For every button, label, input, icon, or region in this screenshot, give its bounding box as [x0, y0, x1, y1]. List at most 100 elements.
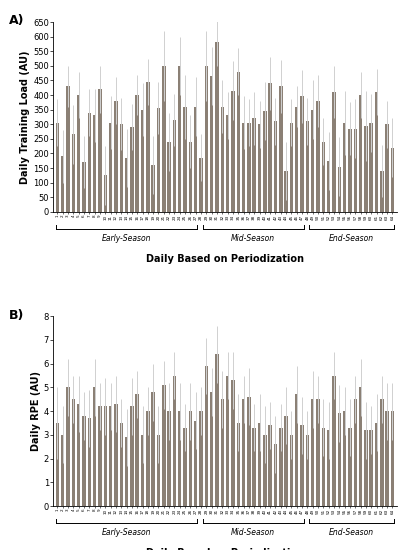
Bar [327, 430, 330, 506]
Bar [391, 147, 394, 212]
Bar [119, 423, 123, 506]
Bar [290, 435, 293, 506]
Bar [141, 109, 144, 212]
Bar [385, 124, 389, 212]
Bar [194, 421, 198, 506]
Bar [369, 123, 373, 212]
Bar [252, 118, 256, 212]
Bar [263, 435, 267, 506]
Bar [109, 406, 112, 506]
Bar [56, 123, 59, 212]
Bar [194, 107, 198, 212]
Bar [157, 108, 160, 212]
Bar [353, 399, 357, 506]
Bar [103, 406, 107, 506]
Bar [268, 83, 272, 212]
Bar [274, 444, 277, 506]
Bar [98, 89, 102, 212]
Bar [300, 425, 304, 506]
Bar [210, 392, 213, 506]
Bar [119, 124, 123, 212]
Bar [103, 175, 107, 212]
Bar [178, 411, 182, 506]
Bar [82, 416, 86, 506]
Bar [125, 437, 128, 506]
Text: End-Season: End-Season [329, 234, 374, 243]
Bar [385, 411, 389, 506]
Bar [375, 92, 378, 212]
Bar [242, 123, 245, 212]
Bar [77, 95, 81, 212]
Bar [321, 142, 325, 212]
Bar [88, 418, 91, 506]
Bar [295, 107, 299, 212]
Text: B): B) [9, 309, 24, 322]
Y-axis label: Daily RPE (AU): Daily RPE (AU) [31, 371, 41, 451]
Bar [300, 96, 304, 212]
Bar [66, 86, 70, 212]
Bar [199, 158, 203, 212]
Bar [380, 399, 384, 506]
Bar [220, 399, 224, 506]
Bar [183, 107, 187, 212]
Bar [98, 406, 102, 506]
Bar [231, 380, 235, 506]
Bar [189, 411, 192, 506]
Bar [215, 42, 219, 212]
Bar [56, 423, 59, 506]
Bar [236, 72, 240, 212]
Bar [183, 428, 187, 506]
Bar [343, 123, 346, 212]
Bar [247, 397, 251, 506]
Bar [306, 122, 309, 212]
Bar [348, 129, 352, 212]
Bar [151, 392, 155, 506]
Bar [162, 66, 166, 212]
Bar [359, 95, 362, 212]
Bar [157, 435, 160, 506]
Bar [364, 430, 368, 506]
Bar [146, 411, 150, 506]
Bar [135, 95, 139, 212]
Bar [247, 123, 251, 212]
Bar [226, 376, 229, 506]
Bar [77, 404, 81, 506]
Text: Mid-Season: Mid-Season [231, 528, 275, 537]
Bar [364, 125, 368, 212]
Bar [204, 66, 208, 212]
Bar [306, 435, 309, 506]
Y-axis label: Daily Training Load (AU): Daily Training Load (AU) [20, 50, 30, 184]
Bar [369, 430, 373, 506]
Text: End-Season: End-Season [329, 528, 374, 537]
Bar [61, 435, 65, 506]
Bar [343, 411, 346, 506]
Bar [173, 120, 176, 212]
Bar [316, 399, 320, 506]
Text: Early-Season: Early-Season [102, 234, 151, 243]
Bar [66, 387, 70, 506]
Bar [353, 129, 357, 212]
Bar [215, 354, 219, 506]
Bar [72, 134, 75, 212]
Bar [274, 122, 277, 212]
Text: Daily Based on Periodization: Daily Based on Periodization [146, 548, 304, 550]
Bar [327, 161, 330, 212]
Bar [72, 399, 75, 506]
Bar [337, 414, 341, 506]
Bar [332, 92, 336, 212]
Bar [348, 428, 352, 506]
Bar [337, 167, 341, 212]
Bar [220, 107, 224, 212]
Bar [167, 411, 171, 506]
Bar [380, 171, 384, 212]
Bar [236, 423, 240, 506]
Bar [61, 156, 65, 212]
Bar [130, 406, 134, 506]
Bar [295, 394, 299, 506]
Bar [231, 91, 235, 212]
Bar [162, 385, 166, 506]
Bar [135, 394, 139, 506]
Bar [311, 109, 315, 212]
Bar [226, 116, 229, 212]
Bar [252, 428, 256, 506]
